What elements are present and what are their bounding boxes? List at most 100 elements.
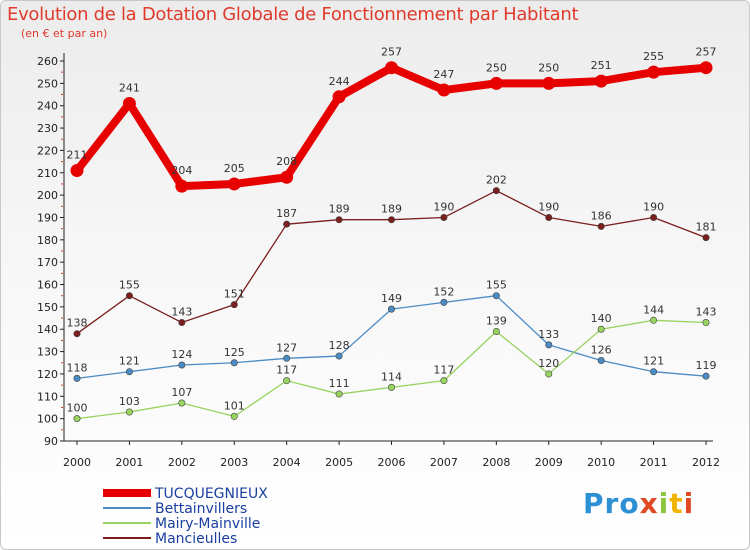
chart-title: Evolution de la Dotation Globale de Fonc… (7, 4, 579, 25)
data-point-mairy-mainville (492, 327, 500, 335)
y-tick-label: 180 (37, 234, 58, 247)
x-tick-label: 2010 (587, 456, 615, 469)
data-label-mancieulles: 190 (538, 200, 559, 213)
data-point-tucquegnieux (647, 65, 661, 79)
data-label-mairy-mainville: 111 (329, 377, 350, 390)
data-label-mairy-mainville: 114 (381, 370, 402, 383)
data-label-tucquegnieux: 208 (276, 155, 297, 168)
logo-letter: x (639, 487, 659, 520)
data-point-mancieulles (545, 213, 553, 221)
chart-axes: 90 100 110 120 130 140 150 160 170 180 190 200 210 22… (37, 53, 720, 469)
data-point-mairy-mainville (545, 370, 553, 378)
x-tick-label: 2009 (535, 456, 563, 469)
data-label-bettainvillers: 127 (276, 341, 297, 354)
data-point-mancieulles (73, 330, 81, 338)
chart-data-labels: 118 121 124 125 127 128 149 152 155 133 126 121 119 1… (67, 46, 717, 415)
data-label-tucquegnieux: 211 (67, 149, 88, 162)
y-tick-label: 140 (37, 323, 58, 336)
data-point-mancieulles (178, 319, 186, 327)
data-label-mairy-mainville: 100 (67, 402, 88, 415)
y-tick-label: 220 (37, 144, 58, 157)
y-tick-label: 200 (37, 189, 58, 202)
y-tick-label: 190 (37, 211, 58, 224)
data-label-mairy-mainville: 117 (276, 364, 297, 377)
data-point-tucquegnieux (332, 90, 346, 104)
data-point-tucquegnieux (699, 61, 713, 75)
data-point-mancieulles (440, 213, 448, 221)
data-label-bettainvillers: 149 (381, 292, 402, 305)
data-label-mairy-mainville: 117 (433, 364, 454, 377)
data-label-mancieulles: 190 (433, 200, 454, 213)
data-label-mancieulles: 189 (329, 203, 350, 216)
data-point-bettainvillers (125, 368, 133, 376)
y-tick-label: 210 (37, 167, 58, 180)
data-point-tucquegnieux (385, 61, 398, 75)
data-point-mairy-mainville (125, 408, 133, 416)
data-label-tucquegnieux: 205 (224, 162, 245, 175)
data-point-tucquegnieux (437, 83, 451, 97)
chart-subtitle: (en € et par an) (21, 27, 108, 40)
data-label-bettainvillers: 121 (119, 355, 140, 368)
data-point-bettainvillers (492, 292, 500, 300)
data-point-tucquegnieux (489, 76, 503, 90)
data-label-mancieulles: 187 (276, 207, 297, 220)
y-tick-label: 110 (37, 390, 58, 403)
logo-letter: t (669, 487, 684, 520)
x-tick-label: 2007 (430, 456, 458, 469)
data-label-mancieulles: 186 (591, 209, 612, 222)
data-point-bettainvillers (597, 357, 605, 365)
data-label-mancieulles: 155 (119, 279, 140, 292)
data-label-mairy-mainville: 139 (486, 314, 507, 327)
data-label-mairy-mainville: 144 (643, 303, 664, 316)
x-tick-label: 2012 (692, 456, 720, 469)
data-point-bettainvillers (73, 374, 81, 382)
data-label-bettainvillers: 128 (329, 339, 350, 352)
y-tick-label: 150 (37, 301, 58, 314)
data-point-mairy-mainville (440, 377, 448, 385)
data-label-bettainvillers: 133 (538, 328, 559, 341)
x-tick-label: 2006 (378, 456, 406, 469)
data-label-mairy-mainville: 140 (591, 312, 612, 325)
data-point-tucquegnieux (175, 179, 189, 193)
data-point-bettainvillers (702, 372, 710, 380)
data-label-bettainvillers: 126 (591, 344, 612, 357)
data-point-mancieulles (387, 216, 395, 224)
data-point-tucquegnieux (542, 76, 556, 90)
legend-label-mancieulles: Mancieulles (155, 531, 237, 547)
data-label-mancieulles: 190 (643, 200, 664, 213)
data-label-bettainvillers: 125 (224, 346, 245, 359)
data-point-mairy-mainville (178, 399, 186, 407)
legend-label-tucquegnieux: TUCQUEGNIEUX (154, 486, 268, 502)
logo-letter: i (658, 487, 670, 520)
data-point-bettainvillers (283, 354, 291, 362)
data-label-tucquegnieux: 257 (696, 46, 717, 59)
data-point-mairy-mainville (597, 325, 605, 333)
data-point-bettainvillers (387, 305, 395, 313)
data-label-bettainvillers: 118 (67, 361, 88, 374)
data-label-mancieulles: 138 (67, 317, 88, 330)
data-point-tucquegnieux (280, 170, 294, 184)
data-label-tucquegnieux: 251 (591, 59, 612, 72)
data-label-mancieulles: 189 (381, 203, 402, 216)
x-tick-label: 2002 (168, 456, 196, 469)
data-point-mairy-mainville (650, 316, 658, 324)
x-tick-label: 2004 (273, 456, 301, 469)
data-point-mancieulles (702, 234, 710, 242)
data-point-mancieulles (650, 213, 658, 221)
legend-label-bettainvillers: Bettainvillers (155, 501, 247, 517)
logo-letter: o (619, 487, 640, 520)
data-point-tucquegnieux (594, 74, 608, 88)
data-label-mancieulles: 143 (171, 306, 192, 319)
x-tick-label: 2005 (325, 456, 353, 469)
data-point-bettainvillers (230, 359, 238, 367)
data-label-bettainvillers: 152 (433, 285, 454, 298)
data-point-tucquegnieux (122, 96, 136, 110)
y-tick-label: 130 (37, 346, 58, 359)
data-label-mairy-mainville: 101 (224, 399, 245, 412)
data-point-tucquegnieux (70, 164, 84, 178)
data-point-mancieulles (230, 301, 238, 309)
data-point-bettainvillers (650, 368, 658, 376)
data-point-mairy-mainville (702, 319, 710, 327)
